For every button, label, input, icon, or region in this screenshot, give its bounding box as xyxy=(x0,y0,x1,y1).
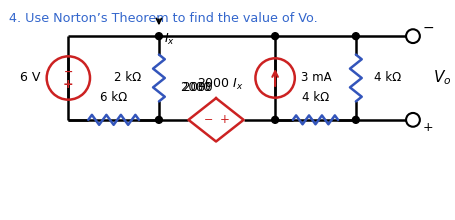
Text: +: + xyxy=(423,121,434,134)
Circle shape xyxy=(156,116,162,123)
Text: 2000: 2000 xyxy=(182,81,216,94)
Text: 2000 $I_x$: 2000 $I_x$ xyxy=(197,77,243,92)
Circle shape xyxy=(353,33,359,40)
Text: 2 kΩ: 2 kΩ xyxy=(114,72,141,84)
Circle shape xyxy=(353,116,359,123)
Text: 3 mA: 3 mA xyxy=(301,72,331,84)
Text: 4 kΩ: 4 kΩ xyxy=(302,91,329,104)
Text: 6 V: 6 V xyxy=(20,72,41,84)
Text: 4. Use Norton’s Theorem to find the value of Vo.: 4. Use Norton’s Theorem to find the valu… xyxy=(9,11,318,25)
Circle shape xyxy=(406,113,420,127)
Text: +: + xyxy=(63,78,74,91)
Text: 6 kΩ: 6 kΩ xyxy=(100,91,127,104)
Circle shape xyxy=(272,116,278,123)
Text: −: − xyxy=(423,21,435,35)
Text: $V_o$: $V_o$ xyxy=(433,69,451,87)
Text: 4 kΩ: 4 kΩ xyxy=(374,72,401,84)
Text: 2000: 2000 xyxy=(181,81,214,94)
Circle shape xyxy=(156,33,162,40)
Circle shape xyxy=(406,29,420,43)
Circle shape xyxy=(272,33,278,40)
Text: −: − xyxy=(64,67,73,77)
Text: −: − xyxy=(203,115,213,125)
Text: $I_x$: $I_x$ xyxy=(164,32,175,47)
Text: +: + xyxy=(220,113,230,126)
